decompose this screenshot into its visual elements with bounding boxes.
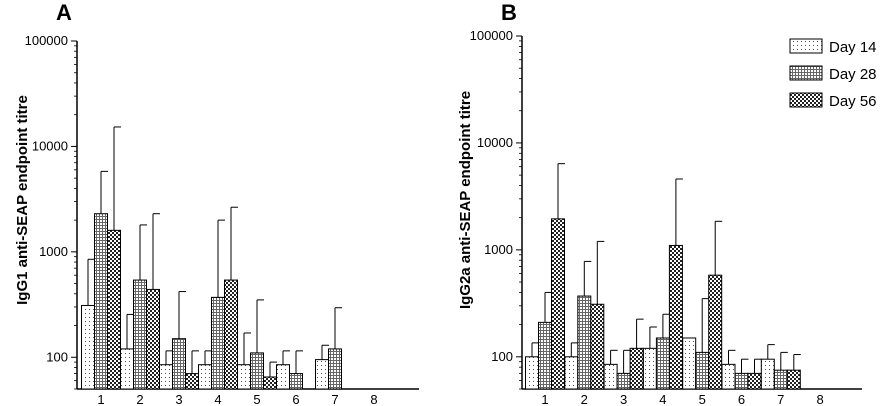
panel-letter: A [56,0,72,25]
bar [629,347,644,390]
bar [198,364,212,390]
bar [642,347,657,390]
bar [289,373,303,390]
bars [81,126,342,390]
bar [590,303,605,390]
y-tick-label: 100 [46,349,68,364]
y-tick-label: 10000 [32,138,68,153]
bar [211,296,225,390]
bar [107,229,121,390]
bar [760,358,775,390]
x-tick-label: 1 [541,392,548,406]
bar [734,372,749,390]
bar [250,352,264,390]
x-tick-label: 5 [699,392,706,406]
panel-a: A IgG1 anti-SEAP endpoint titre 100 1000 1… [14,0,419,406]
bar [159,364,173,390]
x-tick-label: 2 [581,392,588,406]
legend-label: Day 28 [829,66,877,83]
y-tick-label: 100000 [470,28,513,43]
bar [172,338,186,390]
bar [695,351,710,390]
x-tick-label: 1 [97,392,104,406]
bar [237,364,251,390]
y-tick-label: 1000 [39,244,68,259]
bar [94,213,108,390]
x-tick-label: 2 [136,392,143,406]
x-tick-label: 7 [777,392,784,406]
bar [328,348,342,390]
bar [616,372,631,390]
x-tick-label: 4 [214,392,221,406]
x-tick-label: 4 [659,392,666,406]
bar [276,364,290,390]
x-tick-label: 6 [738,392,745,406]
bar [81,304,95,390]
legend: Day 14 Day 28 Day 56 [789,38,877,110]
legend-swatch [789,65,823,81]
legend-label: Day 14 [829,39,877,56]
x-tick-label: 8 [370,392,377,406]
panel-b: B IgG2a anti-SEAP endpoint titre 100 1000… [457,0,862,406]
panel-letter: B [501,0,517,25]
bar [708,274,723,390]
x-tick-label: 7 [331,392,338,406]
legend-item: Day 28 [789,65,877,83]
legend-item: Day 14 [789,38,877,56]
bar [185,373,199,390]
legend-label: Day 56 [829,93,877,110]
legend-swatch [789,38,823,54]
bar [315,359,329,390]
x-tick-label: 8 [816,392,823,406]
bar [786,369,801,390]
bar [682,337,697,390]
x-tick-label: 3 [175,392,182,406]
bar [525,356,539,390]
bar [120,348,134,390]
y-axis-label: IgG2a anti-SEAP endpoint titre [457,91,474,309]
bar [263,376,277,390]
bar [603,363,618,390]
bar [655,337,670,390]
legend-swatch [789,92,823,108]
legend-item: Day 56 [789,92,877,110]
y-axis-label: IgG1 anti-SEAP endpoint titre [14,95,31,305]
y-tick-label: 1000 [484,242,513,257]
bar [564,356,579,390]
bar [747,372,762,390]
bar [668,244,683,390]
bar [721,363,736,390]
y-tick-label: 100 [491,349,513,364]
x-tick-label: 5 [253,392,260,406]
x-tick-label: 6 [292,392,299,406]
bars [525,163,801,390]
x-tick-label: 3 [620,392,627,406]
bar [577,295,592,390]
bar [133,279,147,390]
bar [538,321,552,390]
bar [773,369,788,390]
bar [224,279,238,390]
bar [551,218,565,390]
y-tick-label: 100000 [25,33,68,48]
bar [146,288,160,390]
y-tick-label: 10000 [477,135,513,150]
